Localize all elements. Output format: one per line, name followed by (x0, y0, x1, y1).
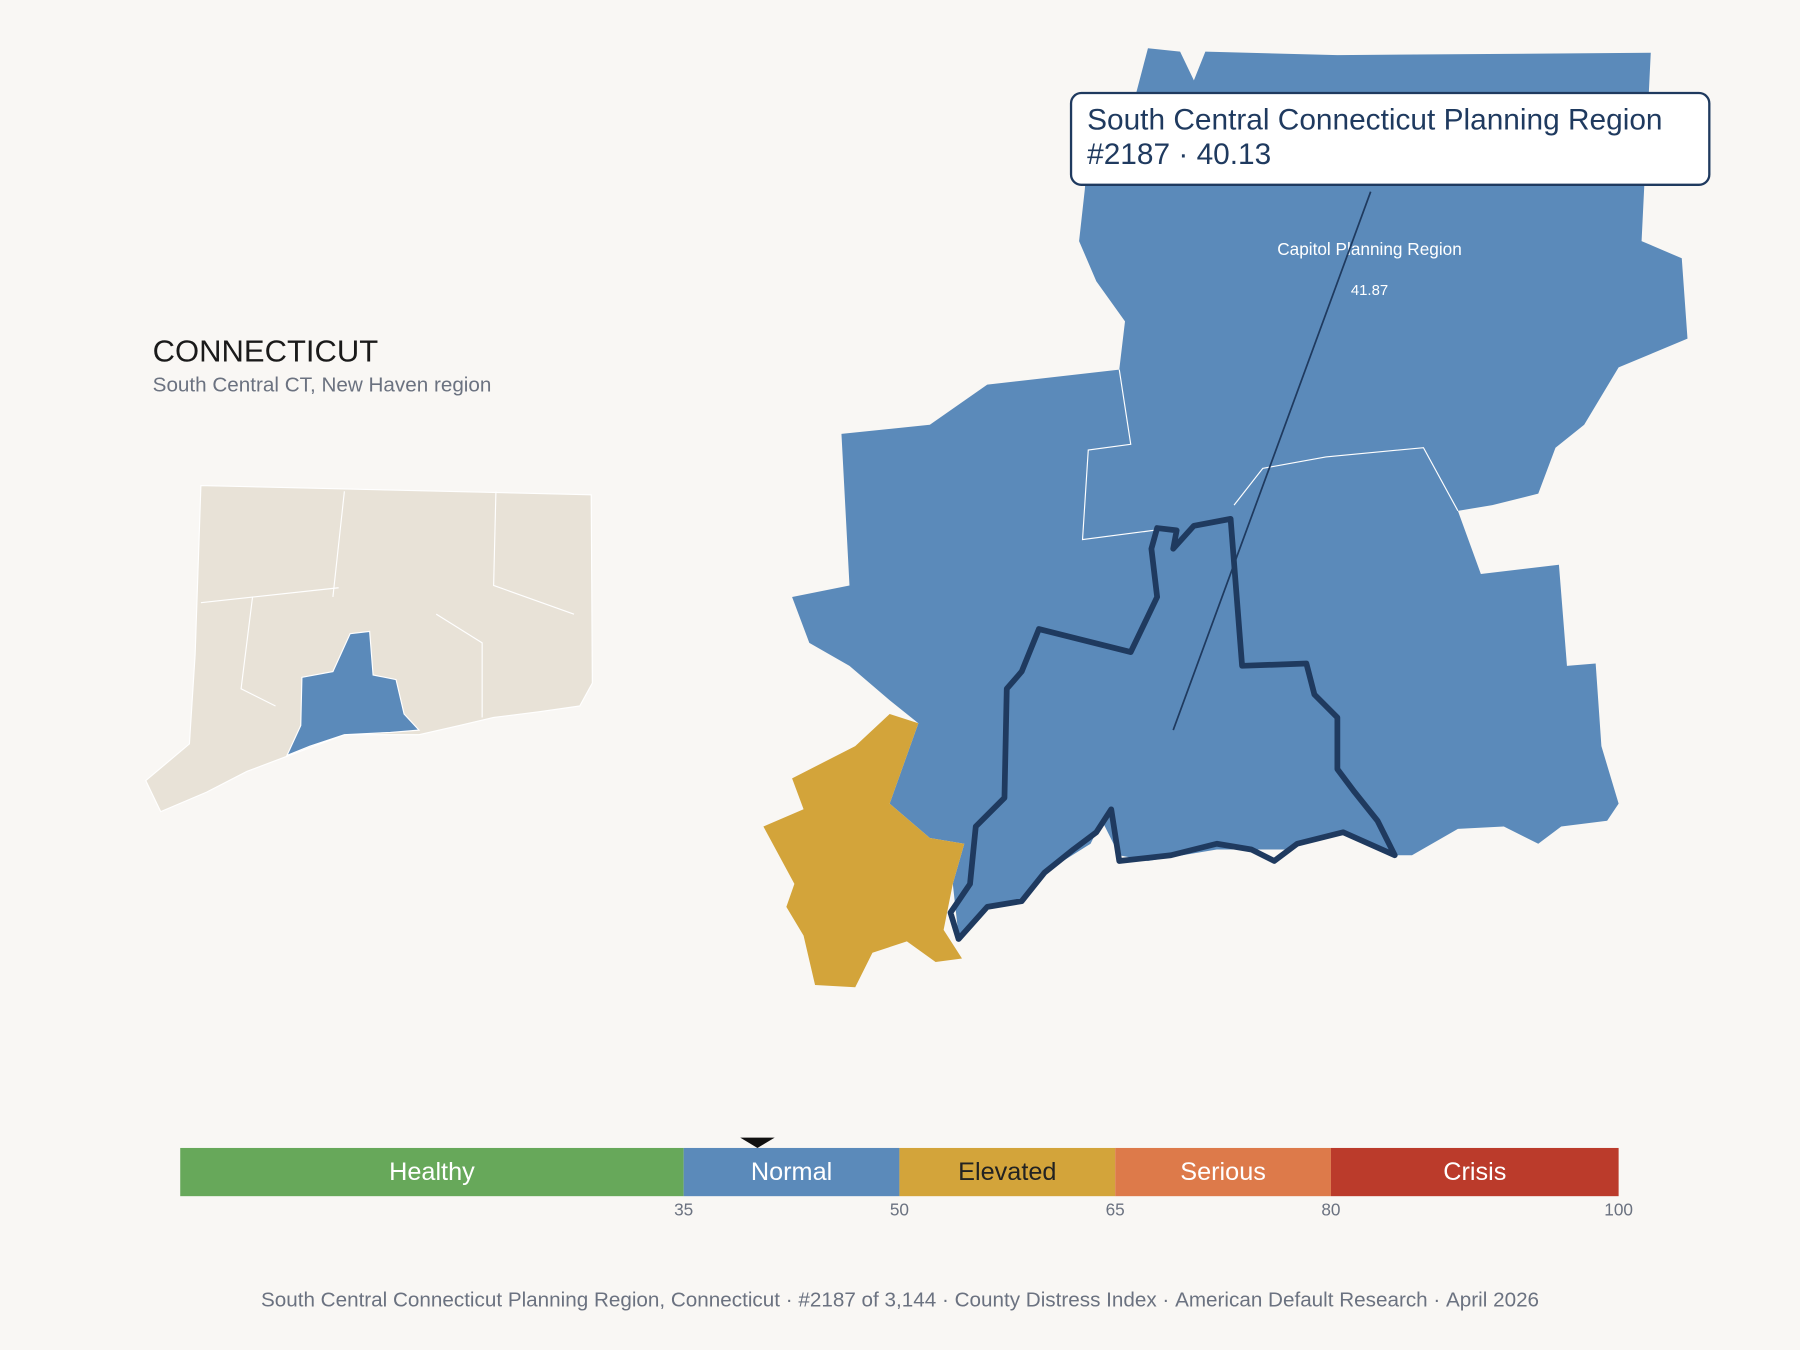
footer-item: April 2026 (1446, 1288, 1539, 1311)
subtitle: South Central CT, New Haven region (153, 373, 492, 396)
scale-band (1115, 1147, 1331, 1197)
scale: Healthy Normal Elevated Serious Crisis 35 50 65… (180, 1137, 1633, 1220)
scale-tick-label: 35 (674, 1200, 693, 1220)
band-label: Elevated (958, 1158, 1056, 1186)
tooltip-box (1069, 91, 1711, 186)
region-normal (792, 48, 1688, 936)
leader-line (1172, 191, 1372, 731)
region-elevated (763, 714, 965, 988)
selected-region-outline (947, 516, 1398, 942)
map-label-value: 41.87 (1351, 282, 1388, 299)
separator: · (786, 1288, 793, 1311)
scale-tick-label: 50 (890, 1200, 909, 1220)
separator: · (1162, 1288, 1169, 1311)
main-map: Capitol Planning Region 41.87 (763, 48, 1688, 988)
title: CONNECTICUT (153, 334, 379, 369)
tooltip-stats: #2187 · 40.13 (1087, 138, 1271, 171)
scale-tick-label: 65 (1106, 1200, 1125, 1220)
footer-item: South Central Connecticut Planning Regio… (261, 1288, 780, 1311)
band-label: Normal (751, 1158, 832, 1186)
region-border (1081, 369, 1459, 541)
scale-band (899, 1147, 1116, 1197)
tooltip-value: 40.13 (1197, 138, 1272, 171)
separator: · (1170, 138, 1197, 171)
scale-band (683, 1147, 900, 1197)
footer: South Central Connecticut Planning Regio… (261, 1288, 1539, 1311)
map-label: Capitol Planning Region (1277, 239, 1462, 259)
scale-tick-label: 80 (1321, 1200, 1340, 1220)
separator: · (1433, 1288, 1440, 1311)
band-label: Crisis (1443, 1158, 1506, 1186)
band-label: Serious (1180, 1158, 1266, 1186)
scale-band (180, 1147, 684, 1197)
tooltip-name: South Central Connecticut Planning Regio… (1087, 104, 1662, 137)
scale-marker (740, 1137, 775, 1148)
footer-item: County Distress Index (955, 1288, 1158, 1311)
inset-highlight (285, 630, 421, 757)
band-label: Healthy (389, 1158, 475, 1186)
tooltip-rank: #2187 (1087, 138, 1170, 171)
tooltip: South Central Connecticut Planning Regio… (1069, 91, 1711, 186)
footer-item: #2187 of 3,144 (798, 1288, 936, 1311)
separator: · (942, 1288, 949, 1311)
inset-map (145, 484, 593, 813)
scale-band (1330, 1147, 1619, 1197)
footer-item: American Default Research (1175, 1288, 1428, 1311)
scale-tick-label: 100 (1604, 1200, 1633, 1220)
county-borders (200, 491, 575, 718)
